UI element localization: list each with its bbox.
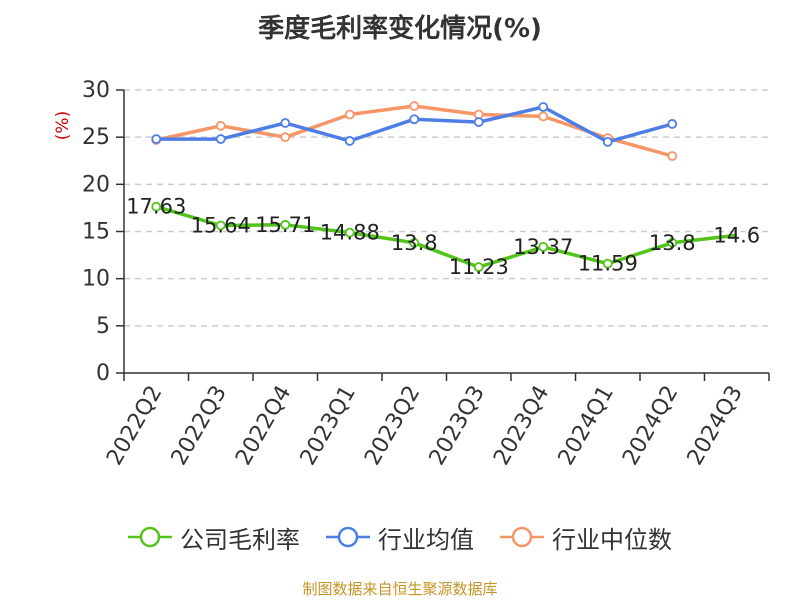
data-label: 11.23 bbox=[449, 255, 509, 279]
data-label: 15.71 bbox=[255, 213, 315, 237]
data-point bbox=[344, 136, 355, 146]
y-axis-unit: (%) bbox=[53, 111, 73, 140]
legend-item[interactable]: 行业均值 bbox=[326, 520, 474, 555]
grid-lines bbox=[124, 89, 769, 327]
data-point bbox=[602, 258, 613, 269]
legend-item[interactable]: 行业中位数 bbox=[500, 520, 672, 555]
data-label: 13.37 bbox=[513, 235, 573, 259]
legend-swatch-marker bbox=[511, 526, 533, 548]
data-point bbox=[215, 220, 226, 231]
data-point bbox=[151, 134, 162, 144]
series-line bbox=[155, 205, 738, 269]
data-label: 11.59 bbox=[578, 252, 638, 276]
legend-label: 公司毛利率 bbox=[180, 525, 300, 554]
data-label: 13.8 bbox=[391, 231, 438, 255]
legend: 公司毛利率 行业均值 行业中位数 bbox=[0, 520, 800, 554]
data-point bbox=[667, 237, 678, 248]
data-point bbox=[667, 151, 678, 161]
y-tick-label: 10 bbox=[82, 267, 110, 292]
x-tick-label: 2023Q2 bbox=[360, 382, 425, 470]
data-point bbox=[667, 119, 678, 129]
data-point bbox=[538, 102, 549, 112]
data-label: 14.88 bbox=[320, 221, 380, 245]
legend-label: 行业均值 bbox=[378, 525, 474, 554]
legend-swatch-marker bbox=[139, 526, 161, 548]
legend-label: 行业中位数 bbox=[552, 525, 672, 554]
chart-title: 季度毛利率变化情况(%) bbox=[258, 14, 542, 44]
series-line bbox=[155, 104, 673, 158]
data-point bbox=[602, 136, 613, 147]
legend-line-circle-icon bbox=[326, 526, 370, 548]
y-tick-label: 25 bbox=[82, 125, 110, 150]
data-point bbox=[538, 241, 549, 252]
x-tick-label: 2024Q3 bbox=[683, 382, 748, 470]
data-label: 13.8 bbox=[649, 231, 696, 255]
x-tick-label: 2024Q1 bbox=[554, 382, 619, 470]
x-tick-label: 2022Q4 bbox=[231, 382, 296, 470]
data-point bbox=[473, 262, 484, 272]
x-tick-label: 2023Q1 bbox=[296, 382, 361, 470]
data-point bbox=[280, 118, 291, 128]
legend-item[interactable]: 公司毛利率 bbox=[128, 520, 300, 555]
x-tick-label: 2022Q2 bbox=[102, 382, 167, 470]
legend-line-circle-icon bbox=[500, 526, 544, 548]
y-tick-label: 20 bbox=[82, 172, 110, 197]
data-point bbox=[215, 134, 226, 144]
data-label: 15.64 bbox=[191, 213, 251, 237]
source-note: 制图数据来自恒生聚源数据库 bbox=[302, 580, 498, 598]
x-tick-label: 2022Q3 bbox=[167, 382, 232, 470]
data-label: 14.6 bbox=[713, 223, 760, 247]
x-tick-label: 2023Q3 bbox=[425, 382, 490, 470]
y-tick-label: 0 bbox=[96, 361, 110, 386]
data-label: 17.63 bbox=[126, 195, 186, 219]
data-point bbox=[280, 219, 291, 230]
y-tick-label: 15 bbox=[82, 220, 110, 245]
data-point bbox=[215, 120, 226, 131]
legend-line-circle-icon bbox=[128, 526, 172, 548]
y-tick-label: 5 bbox=[96, 314, 110, 339]
legend-swatch-marker bbox=[337, 526, 359, 548]
x-tick-label: 2023Q4 bbox=[489, 382, 554, 470]
data-point bbox=[473, 117, 484, 127]
data-point bbox=[409, 114, 420, 125]
x-tick-label: 2024Q2 bbox=[618, 382, 683, 470]
data-point bbox=[409, 101, 420, 111]
data-point bbox=[409, 237, 420, 248]
data-point bbox=[538, 111, 549, 122]
data-point bbox=[151, 201, 162, 212]
series-lines bbox=[151, 101, 738, 272]
data-point bbox=[280, 132, 291, 143]
data-point bbox=[344, 109, 355, 120]
data-point bbox=[344, 227, 355, 238]
y-tick-label: 30 bbox=[82, 78, 110, 103]
